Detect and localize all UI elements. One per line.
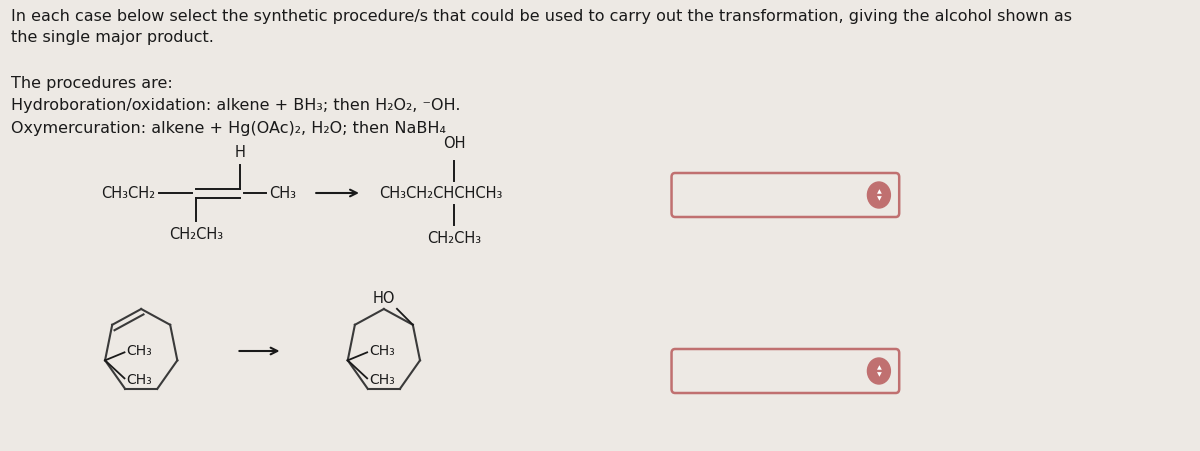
Text: Hydroboration/oxidation: alkene + BH₃; then H₂O₂, ⁻OH.: Hydroboration/oxidation: alkene + BH₃; t… <box>12 98 461 113</box>
Circle shape <box>868 358 890 384</box>
Text: OH: OH <box>443 136 466 151</box>
Text: The procedures are:: The procedures are: <box>12 76 173 91</box>
Text: CH₂CH₃: CH₂CH₃ <box>169 227 223 242</box>
Text: CH₃: CH₃ <box>368 345 395 359</box>
Circle shape <box>868 182 890 208</box>
FancyBboxPatch shape <box>672 173 899 217</box>
Text: CH₃CH₂: CH₃CH₂ <box>101 185 155 201</box>
Text: CH₂CH₃: CH₂CH₃ <box>427 231 481 246</box>
Text: CH₃: CH₃ <box>126 345 152 359</box>
Text: ▲: ▲ <box>876 365 881 370</box>
Text: ▼: ▼ <box>876 372 881 377</box>
Text: CH₃CH₂CHCHCH₃: CH₃CH₂CHCHCH₃ <box>379 185 503 201</box>
Text: CH₃: CH₃ <box>269 185 296 201</box>
Text: CH₃: CH₃ <box>368 373 395 387</box>
Text: ▲: ▲ <box>876 189 881 194</box>
Text: ▼: ▼ <box>876 196 881 201</box>
Text: Oxymercuration: alkene + Hg(OAc)₂, H₂O; then NaBH₄: Oxymercuration: alkene + Hg(OAc)₂, H₂O; … <box>12 121 446 136</box>
Text: In each case below select the synthetic procedure/s that could be used to carry : In each case below select the synthetic … <box>12 9 1073 45</box>
FancyBboxPatch shape <box>672 349 899 393</box>
Text: CH₃: CH₃ <box>126 373 152 387</box>
Text: HO: HO <box>373 291 395 306</box>
Text: H: H <box>234 145 246 160</box>
